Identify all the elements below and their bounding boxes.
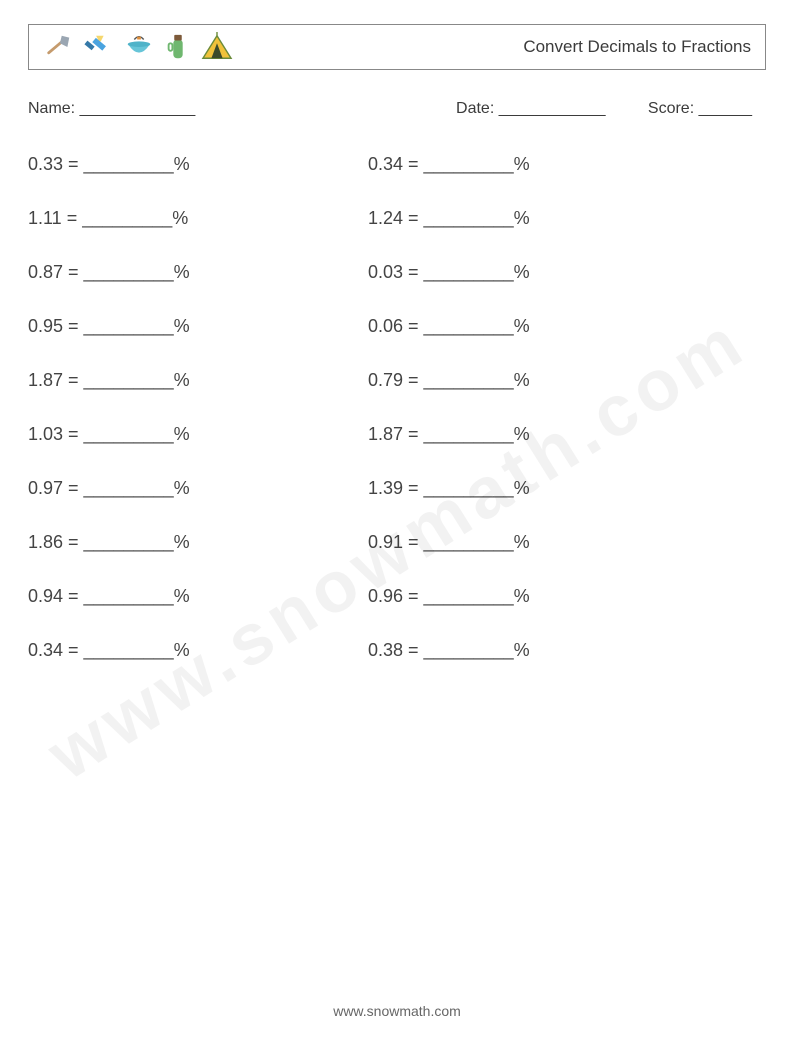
problem-cell: 1.86 = _________% [28,532,368,553]
problem-row: 1.11 = _________%1.24 = _________% [28,208,766,229]
problem-row: 1.03 = _________%1.87 = _________% [28,424,766,445]
problem-cell: 0.95 = _________% [28,316,368,337]
axe-icon [43,32,73,62]
problems-grid: 0.33 = _________%0.34 = _________%1.11 =… [28,154,766,661]
problem-cell: 1.24 = _________% [368,208,708,229]
problem-cell: 0.97 = _________% [28,478,368,499]
problem-row: 1.87 = _________%0.79 = _________% [28,370,766,391]
problem-row: 0.33 = _________%0.34 = _________% [28,154,766,175]
problem-cell: 1.87 = _________% [368,424,708,445]
problem-cell: 0.94 = _________% [28,586,368,607]
problem-cell: 1.87 = _________% [28,370,368,391]
flask-icon [165,32,191,62]
problem-cell: 0.79 = _________% [368,370,708,391]
header-icons [43,32,233,62]
problem-row: 0.97 = _________%1.39 = _________% [28,478,766,499]
problem-cell: 0.87 = _________% [28,262,368,283]
score-field: Score: ______ [648,100,766,118]
problem-row: 0.94 = _________%0.96 = _________% [28,586,766,607]
problem-cell: 1.03 = _________% [28,424,368,445]
problem-cell: 0.91 = _________% [368,532,708,553]
flashlight-icon [83,32,113,62]
problem-cell: 0.03 = _________% [368,262,708,283]
meta-row: Name: _____________ Date: ____________ S… [28,100,766,118]
name-field: Name: _____________ [28,100,456,118]
problem-cell: 0.38 = _________% [368,640,708,661]
problem-row: 1.86 = _________%0.91 = _________% [28,532,766,553]
problem-cell: 0.34 = _________% [28,640,368,661]
header-box: Convert Decimals to Fractions [28,24,766,70]
problem-row: 0.87 = _________%0.03 = _________% [28,262,766,283]
problem-cell: 0.96 = _________% [368,586,708,607]
worksheet-title: Convert Decimals to Fractions [523,37,751,57]
problem-cell: 0.33 = _________% [28,154,368,175]
problem-cell: 1.11 = _________% [28,208,368,229]
problem-row: 0.34 = _________%0.38 = _________% [28,640,766,661]
tent-icon [201,32,233,62]
pot-icon [123,32,155,62]
problem-cell: 0.06 = _________% [368,316,708,337]
problem-cell: 1.39 = _________% [368,478,708,499]
problem-cell: 0.34 = _________% [368,154,708,175]
problem-row: 0.95 = _________%0.06 = _________% [28,316,766,337]
footer-url: www.snowmath.com [0,1003,794,1019]
date-field: Date: ____________ [456,100,648,118]
